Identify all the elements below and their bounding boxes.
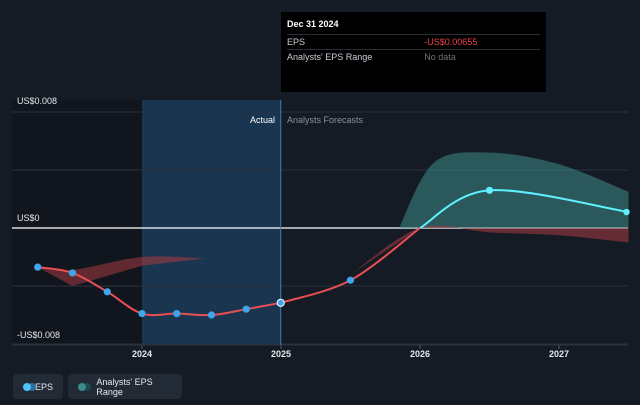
range-legend-icon [78,382,91,391]
legend-range-label: Analysts' EPS Range [96,376,153,397]
eps-point-6 [242,305,250,313]
tooltip-range-value: No data [424,52,456,62]
eps-point-7 [276,298,285,307]
eps-point-5 [207,311,216,319]
eps-forecast-point-end [623,208,630,216]
legend-eps-label: EPS [34,381,53,392]
x-tick-2026: 2026 [410,349,431,359]
highlight-band [142,100,281,345]
tooltip-eps-label: EPS [287,37,306,47]
forecast-region-label: Analysts Forecasts [287,115,364,125]
eps-forecast-point-0 [346,276,355,284]
actual-region-label: Actual [250,115,276,125]
tooltip-date: Dec 31 2024 [287,19,339,29]
past-region [12,100,142,345]
x-tick-2025: 2025 [271,349,292,359]
actual-range-band [37,256,205,286]
y-label-bottom: -US$0.008 [17,330,61,340]
tooltip-eps-value: -US$0.00655 [424,37,478,47]
x-tick-2027: 2027 [549,349,570,359]
forecast-range-negative [350,225,629,275]
legend-eps[interactable]: EPS [13,374,63,399]
tooltip-row-eps: EPS -US$0.00655 [287,34,540,49]
y-label-top: US$0.008 [17,96,58,106]
eps-forecast-point-1 [485,186,494,194]
tooltip-row-range: Analysts' EPS Range No data [287,49,540,64]
legend-analysts-range[interactable]: Analysts' EPS Range [68,374,182,399]
x-tick-2024: 2024 [132,349,153,359]
eps-legend-icon [23,382,36,391]
eps-point-2 [103,288,111,296]
y-label-zero: US$0 [17,213,40,223]
eps-point-3 [138,309,146,318]
eps-point-1 [68,269,77,277]
tooltip-range-label: Analysts' EPS Range [287,52,373,62]
data-tooltip: Dec 31 2024 EPS -US$0.00655 Analysts' EP… [281,12,546,92]
eps-point-4 [173,309,181,318]
eps-point-0 [34,263,42,271]
